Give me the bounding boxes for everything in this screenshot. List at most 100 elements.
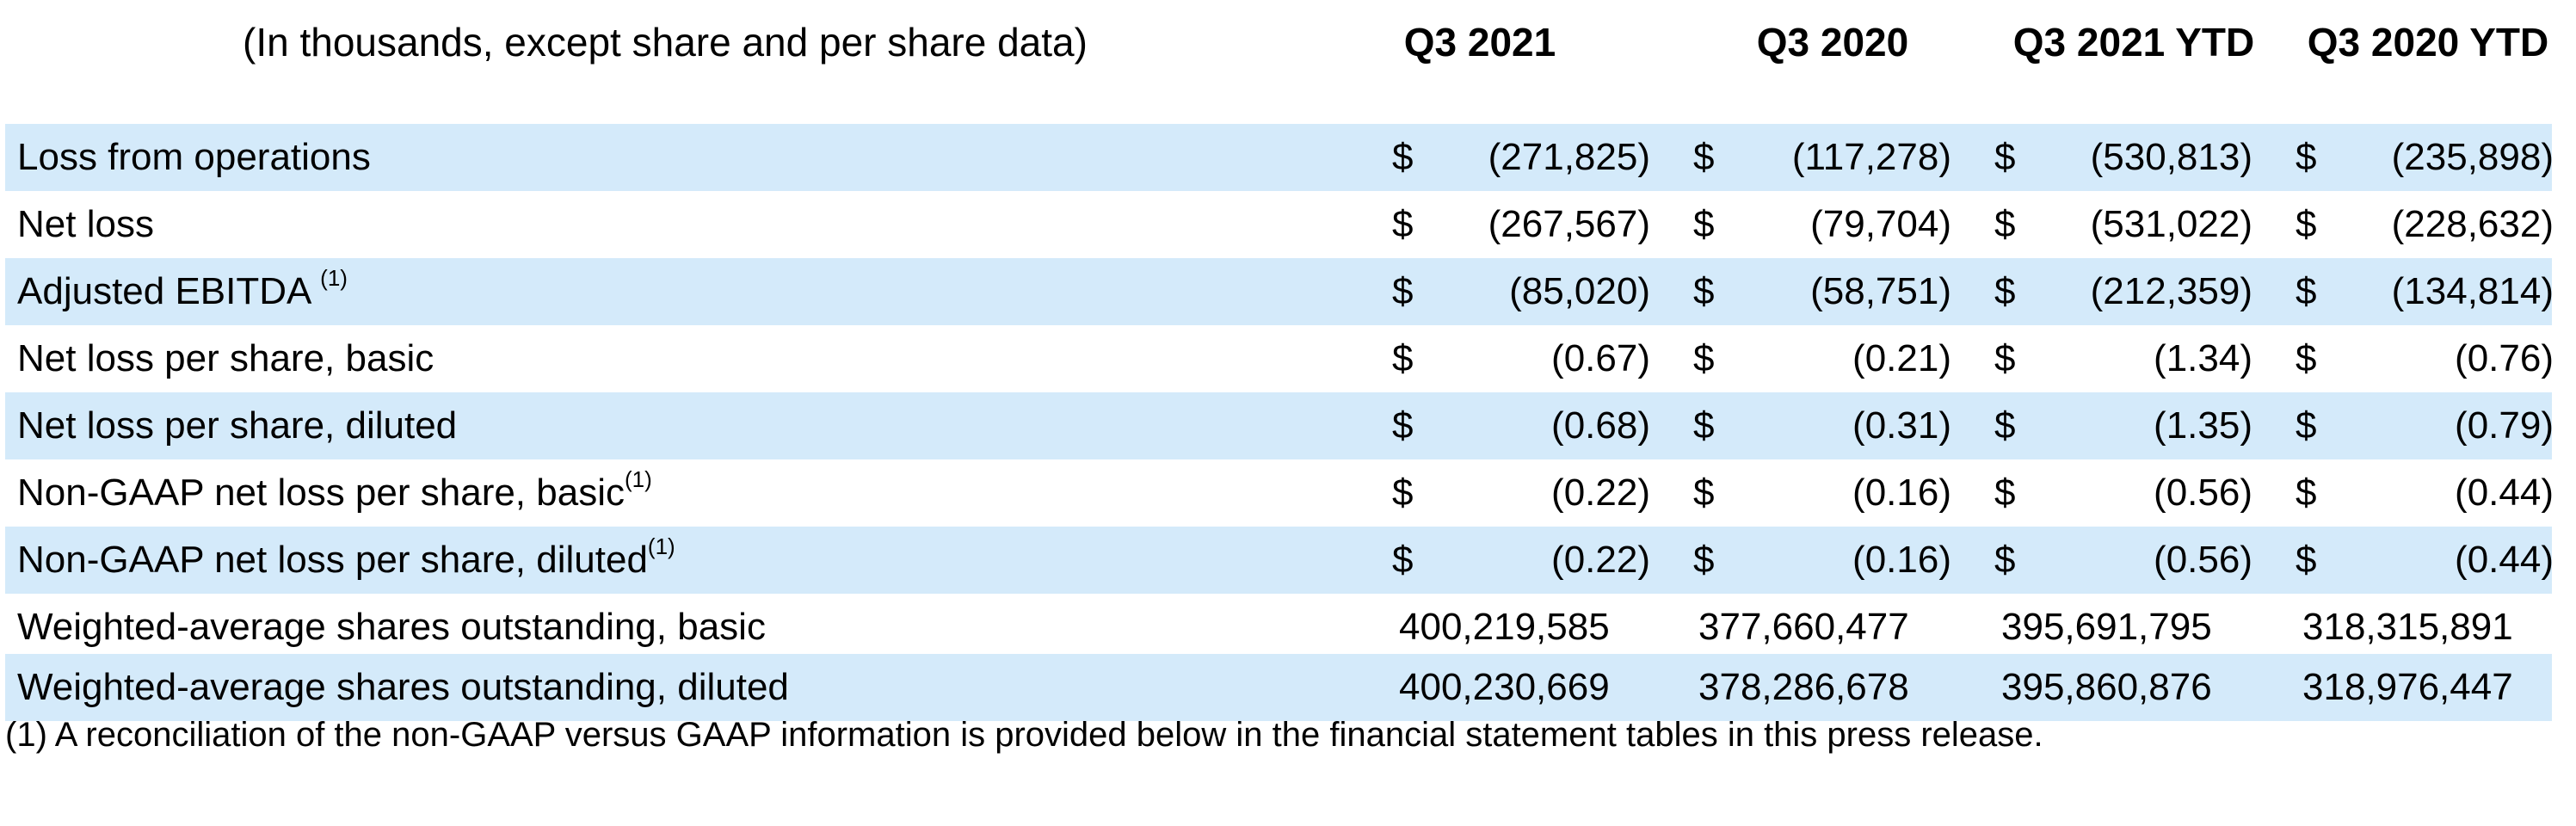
- currency-symbol: $: [2296, 539, 2317, 581]
- row-label: Net loss per share, basic: [17, 337, 434, 380]
- row-label-text: Net loss per share, basic: [17, 337, 434, 379]
- row-label-text: Net loss per share, diluted: [17, 404, 458, 447]
- table-cell: 318,976,447: [2302, 666, 2513, 708]
- table-cell: 395,691,795: [2001, 606, 2212, 648]
- currency-symbol: $: [1693, 270, 1715, 312]
- table-row: Net loss per share, diluted $ (0.68) $ (…: [5, 392, 2554, 459]
- table-cell: (1.34): [2154, 337, 2252, 379]
- currency-symbol: $: [1392, 203, 1414, 245]
- table-cell: (0.79): [2455, 404, 2554, 447]
- table-cell: (134,814): [2391, 270, 2554, 312]
- currency-symbol: $: [1392, 270, 1414, 312]
- table-row: Non-GAAP net loss per share, diluted(1) …: [5, 527, 2554, 594]
- currency-symbol: $: [2296, 203, 2317, 245]
- currency-symbol: $: [2296, 404, 2317, 447]
- column-header-q3-2020-ytd: Q3 2020 YTD: [2307, 20, 2549, 65]
- column-header-q3-2020: Q3 2020: [1756, 20, 1909, 65]
- currency-symbol: $: [1392, 136, 1414, 178]
- table-header: (In thousands, except share and per shar…: [0, 0, 2576, 89]
- table-cell: (212,359): [2090, 270, 2252, 312]
- table-row: Weighted-average shares outstanding, dil…: [5, 654, 2552, 721]
- table-cell: (0.56): [2154, 539, 2252, 581]
- table-cell: 318,315,891: [2302, 606, 2513, 648]
- row-footnote-marker: (1): [647, 533, 675, 559]
- column-header-q3-2021-ytd: Q3 2021 YTD: [2012, 20, 2255, 65]
- table-caption: (In thousands, except share and per shar…: [243, 20, 1088, 65]
- currency-symbol: $: [2296, 270, 2317, 312]
- row-label: Weighted-average shares outstanding, dil…: [17, 666, 789, 709]
- table-cell: 400,219,585: [1399, 606, 1610, 648]
- table-cell: 377,660,477: [1698, 606, 1909, 648]
- row-label: Non-GAAP net loss per share, diluted(1): [17, 533, 675, 582]
- row-label-text: Weighted-average shares outstanding, bas…: [17, 606, 766, 648]
- table-row: Non-GAAP net loss per share, basic(1) $ …: [5, 459, 2554, 527]
- table-row: Net loss $ (267,567) $ (79,704) $ (531,0…: [5, 191, 2554, 258]
- currency-symbol: $: [1392, 472, 1414, 514]
- currency-symbol: $: [1994, 404, 2016, 447]
- table-cell: (0.68): [1551, 404, 1650, 447]
- currency-symbol: $: [1994, 472, 2016, 514]
- table-cell: 378,286,678: [1698, 666, 1909, 708]
- currency-symbol: $: [2296, 472, 2317, 514]
- currency-symbol: $: [1994, 270, 2016, 312]
- table-cell: (228,632): [2391, 203, 2554, 245]
- table-cell: (0.67): [1551, 337, 1650, 379]
- row-footnote-marker: (1): [624, 466, 652, 492]
- table-cell: (0.22): [1551, 539, 1650, 581]
- currency-symbol: $: [1693, 472, 1715, 514]
- table-cell: (58,751): [1810, 270, 1951, 312]
- row-label: Loss from operations: [17, 136, 371, 179]
- table-cell: (85,020): [1509, 270, 1650, 312]
- row-footnote-marker: (1): [320, 265, 348, 291]
- table-cell: (267,567): [1488, 203, 1650, 245]
- currency-symbol: $: [1693, 539, 1715, 581]
- row-label-text: Weighted-average shares outstanding, dil…: [17, 666, 789, 708]
- currency-symbol: $: [1693, 404, 1715, 447]
- currency-symbol: $: [1693, 337, 1715, 379]
- table-cell: (0.31): [1852, 404, 1951, 447]
- row-label: Weighted-average shares outstanding, bas…: [17, 606, 766, 649]
- row-label-text: Loss from operations: [17, 136, 371, 178]
- row-label: Net loss: [17, 203, 154, 246]
- table-row: Weighted-average shares outstanding, bas…: [5, 594, 2552, 661]
- table-row: Loss from operations $ (271,825) $ (117,…: [5, 124, 2554, 191]
- table-cell: (0.76): [2455, 337, 2554, 379]
- table-cell: (0.44): [2455, 539, 2554, 581]
- table-cell: (0.22): [1551, 472, 1650, 514]
- footnote: (1) A reconciliation of the non-GAAP ver…: [5, 716, 2043, 754]
- table-cell: (79,704): [1810, 203, 1951, 245]
- table-cell: (0.16): [1852, 472, 1951, 514]
- currency-symbol: $: [1994, 136, 2016, 178]
- table-cell: (0.21): [1852, 337, 1951, 379]
- table-cell: (0.16): [1852, 539, 1951, 581]
- currency-symbol: $: [1994, 203, 2016, 245]
- table-cell: 400,230,669: [1399, 666, 1610, 708]
- table-cell: (117,278): [1791, 136, 1951, 178]
- table-cell: (235,898): [2391, 136, 2554, 178]
- currency-symbol: $: [1392, 404, 1414, 447]
- row-label: Net loss per share, diluted: [17, 404, 457, 447]
- table-cell: (0.44): [2455, 472, 2554, 514]
- currency-symbol: $: [2296, 337, 2317, 379]
- currency-symbol: $: [1392, 539, 1414, 581]
- table-cell: (531,022): [2090, 203, 2252, 245]
- table-cell: (1.35): [2154, 404, 2252, 447]
- currency-symbol: $: [1693, 136, 1715, 178]
- row-label: Adjusted EBITDA (1): [17, 265, 348, 313]
- currency-symbol: $: [1994, 539, 2016, 581]
- currency-symbol: $: [1693, 203, 1715, 245]
- row-label-text: Adjusted EBITDA: [17, 270, 321, 312]
- table-cell: (271,825): [1488, 136, 1650, 178]
- column-header-q3-2021: Q3 2021: [1403, 20, 1556, 65]
- currency-symbol: $: [2296, 136, 2317, 178]
- table-cell: 395,860,876: [2001, 666, 2212, 708]
- table-row: Adjusted EBITDA (1) $ (85,020) $ (58,751…: [5, 258, 2554, 325]
- row-label-text: Non-GAAP net loss per share, diluted: [17, 539, 648, 581]
- table-cell: (0.56): [2154, 472, 2252, 514]
- row-label-text: Net loss: [17, 203, 154, 245]
- table-row: Net loss per share, basic $ (0.67) $ (0.…: [5, 325, 2554, 392]
- currency-symbol: $: [1392, 337, 1414, 379]
- currency-symbol: $: [1994, 337, 2016, 379]
- row-label: Non-GAAP net loss per share, basic(1): [17, 466, 652, 515]
